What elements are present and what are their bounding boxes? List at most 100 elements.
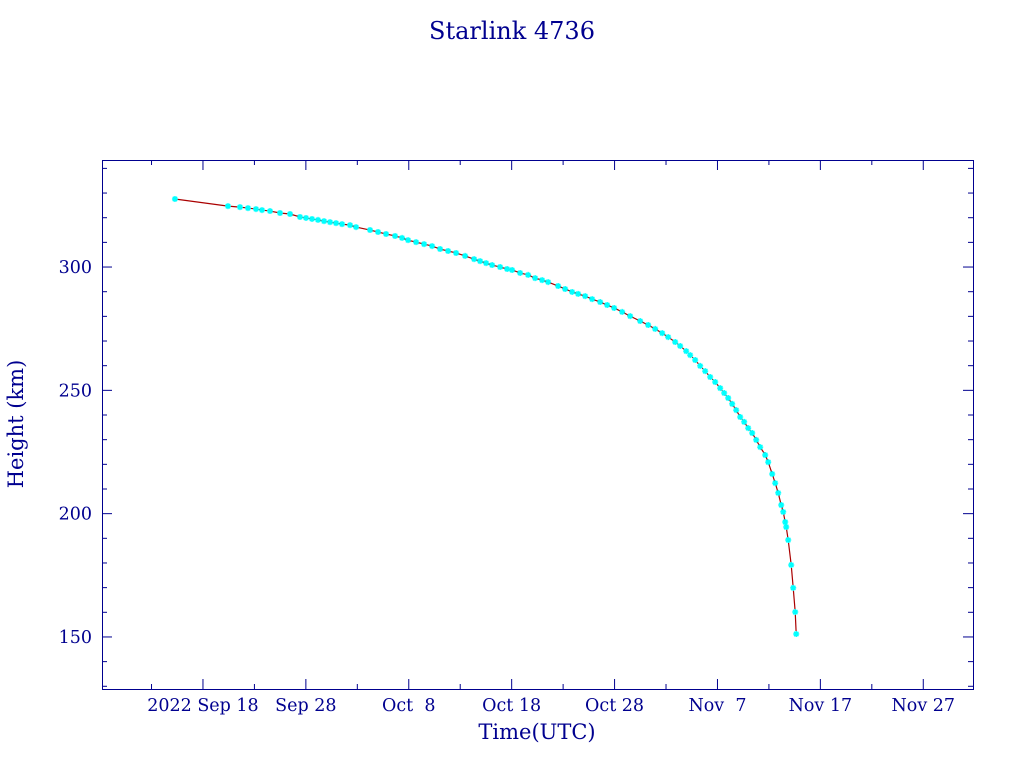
data-point <box>790 584 797 591</box>
data-point <box>717 385 724 392</box>
data-point <box>753 436 760 443</box>
data-point <box>258 207 265 214</box>
data-point <box>392 232 399 239</box>
data-point <box>721 390 728 397</box>
height-curve <box>174 198 797 635</box>
height-curves <box>174 198 797 635</box>
data-point <box>729 400 736 407</box>
data-point <box>405 237 412 244</box>
data-point <box>277 210 284 217</box>
data-point <box>236 204 243 211</box>
data-point <box>645 321 652 328</box>
data-point <box>575 290 582 297</box>
y-tick-label: 300 <box>59 258 92 278</box>
data-point <box>702 368 709 375</box>
data-point <box>353 224 360 231</box>
y-axis-label: Height (km) <box>4 360 28 489</box>
data-point <box>627 313 634 320</box>
data-point <box>769 470 776 477</box>
x-tick-label: Nov 27 <box>891 696 955 716</box>
data-point <box>303 214 310 221</box>
data-point <box>637 318 644 325</box>
data-point <box>749 430 756 437</box>
data-point <box>539 277 546 284</box>
data-point <box>659 330 666 337</box>
data-point <box>677 342 684 349</box>
data-point <box>367 227 374 234</box>
y-tick-label: 250 <box>59 381 92 401</box>
data-point <box>783 523 790 530</box>
x-axis-tick-labels: 2022 Sep 18 Sep 28 Oct 8 Oct 18 Oct 28 Nov 7 N… <box>147 696 955 716</box>
data-point <box>321 218 328 225</box>
y-tick-label: 200 <box>59 505 92 525</box>
data-point <box>780 508 787 515</box>
x-tick-label: 2022 Sep 18 <box>147 696 258 716</box>
data-points <box>171 195 800 638</box>
data-point <box>399 234 406 241</box>
chart-title: Starlink 4736 <box>429 17 595 45</box>
data-point <box>462 252 469 259</box>
data-point <box>683 348 690 355</box>
data-point <box>497 264 504 271</box>
data-point <box>652 325 659 332</box>
data-point <box>244 205 251 212</box>
data-point <box>445 248 452 255</box>
data-point <box>792 609 799 616</box>
data-point <box>517 269 524 276</box>
data-point <box>347 222 354 229</box>
plot-frame <box>102 160 974 690</box>
data-point <box>745 425 752 432</box>
data-point <box>545 279 552 286</box>
x-tick-label: Oct 8 <box>382 696 435 716</box>
data-point <box>266 208 273 215</box>
data-point <box>665 334 672 341</box>
data-point <box>707 374 714 381</box>
y-axis-tick-labels: 150 200 250 300 <box>59 258 92 648</box>
data-point <box>562 285 569 292</box>
data-point <box>733 407 740 414</box>
data-point <box>429 243 436 250</box>
data-point <box>782 519 789 526</box>
x-tick-label: Nov 17 <box>789 696 853 716</box>
data-point <box>375 229 382 236</box>
data-point <box>509 266 516 273</box>
data-point <box>413 239 420 246</box>
data-point <box>555 283 562 290</box>
data-point <box>297 213 304 220</box>
data-point <box>778 502 785 509</box>
data-point <box>437 246 444 253</box>
data-point <box>315 216 322 223</box>
data-point <box>287 211 294 218</box>
data-point <box>339 221 346 228</box>
data-point <box>737 413 744 420</box>
x-tick-label: Nov 7 <box>688 696 746 716</box>
data-point <box>569 288 576 295</box>
data-point <box>589 296 596 303</box>
data-point <box>333 220 340 227</box>
data-point <box>775 489 782 496</box>
data-point <box>772 480 779 487</box>
data-point <box>793 631 800 638</box>
x-tick-label: Oct 28 <box>585 696 644 716</box>
data-point <box>582 293 589 300</box>
data-point <box>309 215 316 222</box>
data-point <box>741 418 748 425</box>
data-point <box>171 195 178 202</box>
data-point <box>762 451 769 458</box>
data-point <box>712 378 719 385</box>
data-point <box>725 394 732 401</box>
data-point <box>788 561 795 568</box>
x-axis-label: Time(UTC) <box>478 720 595 744</box>
data-point <box>687 352 694 359</box>
data-point <box>504 266 511 273</box>
data-point <box>483 260 490 267</box>
data-point <box>252 206 259 213</box>
data-point <box>611 304 618 311</box>
data-point <box>765 459 772 466</box>
data-point <box>597 299 604 306</box>
x-tick-label: Sep 28 <box>275 696 336 716</box>
data-point <box>532 275 539 282</box>
data-point <box>327 219 334 226</box>
data-point <box>525 271 532 278</box>
